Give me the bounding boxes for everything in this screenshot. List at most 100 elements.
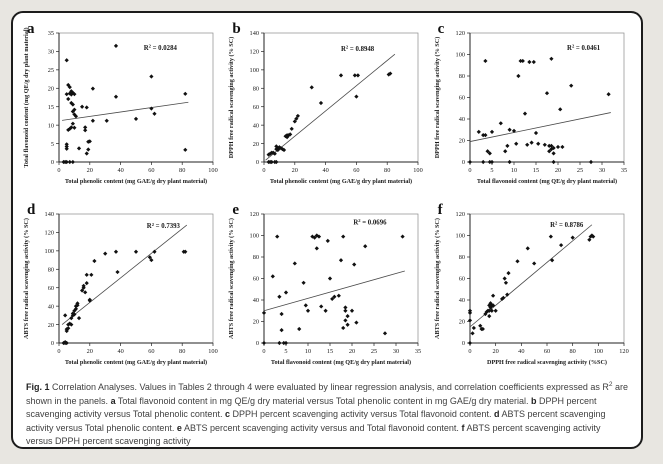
svg-text:60: 60 [148, 348, 154, 355]
svg-text:DPPH free radical scavenging a: DPPH free radical scavenging activity (%… [228, 37, 235, 159]
svg-text:15: 15 [533, 167, 539, 174]
svg-text:120: 120 [455, 30, 464, 37]
svg-text:10: 10 [305, 348, 311, 355]
svg-text:80: 80 [253, 85, 259, 92]
svg-text:60: 60 [253, 104, 259, 111]
svg-text:120: 120 [250, 49, 259, 56]
svg-text:30: 30 [48, 49, 54, 56]
svg-text:100: 100 [414, 167, 423, 174]
svg-text:R2 = 0.8786: R2 = 0.8786 [550, 221, 584, 229]
svg-text:5: 5 [490, 167, 493, 174]
svg-text:Total flavonoid content (mg QE: Total flavonoid content (mg QE/g dry pla… [477, 178, 617, 185]
svg-text:60: 60 [458, 95, 464, 102]
svg-text:80: 80 [384, 167, 390, 174]
svg-text:80: 80 [458, 254, 464, 261]
svg-text:5: 5 [285, 348, 288, 355]
svg-text:0: 0 [51, 340, 54, 347]
svg-text:R2 = 0.0461: R2 = 0.0461 [567, 43, 601, 51]
svg-text:25: 25 [577, 167, 583, 174]
panel-f: 0 20 40 60 80 100 120 0 20 40 60 80 100 120 R2 = 0.878… [430, 198, 634, 379]
svg-text:0: 0 [57, 167, 60, 174]
svg-text:140: 140 [250, 30, 259, 37]
svg-text:0: 0 [57, 348, 60, 355]
svg-text:15: 15 [48, 104, 54, 111]
svg-text:Total flavonoid content (mg QE: Total flavonoid content (mg QE/g dry pla… [271, 359, 411, 366]
svg-text:20: 20 [253, 141, 259, 148]
svg-text:20: 20 [492, 348, 498, 355]
svg-text:35: 35 [621, 167, 627, 174]
figure-caption: Fig. 1 Correlation Analyses. Values in T… [26, 381, 628, 446]
svg-text:80: 80 [48, 266, 54, 273]
svg-text:ABTS free radical scavenging a: ABTS free radical scavenging activity (%… [228, 218, 235, 339]
svg-text:20: 20 [48, 85, 54, 92]
svg-text:120: 120 [455, 211, 464, 218]
svg-text:40: 40 [458, 116, 464, 123]
svg-text:0: 0 [263, 167, 266, 174]
svg-text:120: 120 [619, 348, 628, 355]
svg-text:40: 40 [323, 167, 329, 174]
svg-text:20: 20 [87, 167, 93, 174]
svg-text:60: 60 [148, 167, 154, 174]
svg-text:100: 100 [45, 248, 54, 255]
svg-text:20: 20 [555, 167, 561, 174]
svg-text:140: 140 [45, 211, 54, 218]
svg-text:Total phenolic content (mg GAE: Total phenolic content (mg GAE/g dry pla… [270, 178, 412, 185]
svg-text:60: 60 [354, 167, 360, 174]
svg-text:20: 20 [349, 348, 355, 355]
svg-text:ABTS free radical scavenging a: ABTS free radical scavenging activity (%… [434, 218, 441, 339]
svg-text:25: 25 [48, 67, 54, 74]
panel-letter-c: c [437, 21, 445, 37]
svg-text:100: 100 [455, 52, 464, 59]
panel-letter-e: e [232, 202, 239, 218]
svg-text:20: 20 [292, 167, 298, 174]
svg-text:0: 0 [256, 159, 259, 166]
scatter-plot-a: 0 20 40 60 80 100 0 5 10 15 20 25 30 35 R2 = 0.0284 Tot… [23, 27, 218, 185]
svg-text:40: 40 [458, 297, 464, 304]
svg-text:80: 80 [458, 73, 464, 80]
scatter-plot-c: 0 5 10 15 20 25 30 35 0 20 40 60 80 100 120 R2 = 0.0461… [434, 30, 627, 185]
svg-text:R2 = 0.8948: R2 = 0.8948 [341, 45, 375, 53]
svg-text:0: 0 [462, 159, 465, 166]
panel-d: 0 20 40 60 80 100 0 20 40 60 80 100 120 140 R2 = 0.739… [19, 198, 223, 379]
svg-text:0: 0 [468, 348, 471, 355]
svg-text:30: 30 [599, 167, 605, 174]
svg-text:20: 20 [87, 348, 93, 355]
svg-text:60: 60 [544, 348, 550, 355]
svg-text:0: 0 [263, 348, 266, 355]
svg-text:10: 10 [48, 122, 54, 129]
svg-text:100: 100 [455, 233, 464, 240]
scatter-plot-d: 0 20 40 60 80 100 0 20 40 60 80 100 120 140 R2 = 0.739… [23, 211, 218, 366]
svg-text:100: 100 [208, 348, 217, 355]
figure-card: 0 20 40 60 80 100 0 5 10 15 20 25 30 35 R2 = 0.0284 Tot… [11, 11, 643, 449]
svg-text:60: 60 [48, 285, 54, 292]
svg-text:80: 80 [253, 254, 259, 261]
svg-text:DPPH free radical scavenging a: DPPH free radical scavenging activity (%… [434, 37, 441, 159]
svg-text:40: 40 [117, 167, 123, 174]
svg-text:25: 25 [371, 348, 377, 355]
svg-text:100: 100 [250, 67, 259, 74]
svg-text:100: 100 [208, 167, 217, 174]
svg-text:35: 35 [48, 30, 54, 37]
svg-text:30: 30 [393, 348, 399, 355]
svg-text:Total phenolic content (mg GAE: Total phenolic content (mg GAE/g dry pla… [65, 359, 207, 366]
panel-c: 0 5 10 15 20 25 30 35 0 20 40 60 80 100 120 R2 = 0.0461… [430, 17, 634, 198]
panel-b: 0 20 40 60 80 100 0 20 40 60 80 100 120 140 R2 = 0.894… [224, 17, 428, 198]
svg-text:20: 20 [48, 322, 54, 329]
svg-text:Total phenolic content (mg GAE: Total phenolic content (mg GAE/g dry pla… [65, 178, 207, 185]
svg-text:20: 20 [458, 319, 464, 326]
svg-text:R2 = 0.7393: R2 = 0.7393 [147, 222, 181, 230]
svg-text:20: 20 [458, 138, 464, 145]
svg-text:Total flavonoid content (mg QE: Total flavonoid content (mg QE/g dry pla… [23, 27, 30, 167]
svg-text:100: 100 [250, 233, 259, 240]
panel-letter-d: d [27, 202, 36, 218]
scatter-plot-e: 0 5 10 15 20 25 30 35 0 20 40 60 80 100 120 R2 = 0.0696… [228, 211, 421, 366]
svg-text:0: 0 [51, 159, 54, 166]
svg-text:DPPH free radical scavenging a: DPPH free radical scavenging activity (%… [487, 359, 607, 366]
panel-a: 0 20 40 60 80 100 0 5 10 15 20 25 30 35 R2 = 0.0284 Tot… [19, 17, 223, 198]
scatter-plot-f: 0 20 40 60 80 100 120 0 20 40 60 80 100 120 R2 = 0.878… [434, 211, 629, 366]
svg-text:80: 80 [569, 348, 575, 355]
panel-letter-f: f [437, 202, 443, 218]
svg-text:120: 120 [45, 230, 54, 237]
svg-text:10: 10 [511, 167, 517, 174]
panel-e: 0 5 10 15 20 25 30 35 0 20 40 60 80 100 120 R2 = 0.0696… [224, 198, 428, 379]
